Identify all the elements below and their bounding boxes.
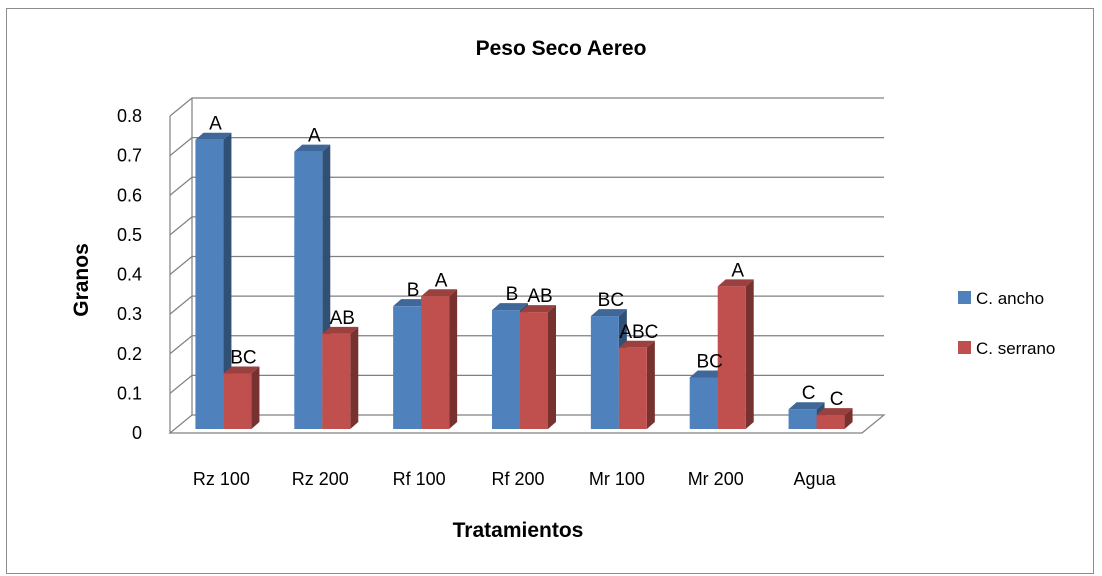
bar-top — [393, 299, 430, 307]
y-tick-label: 0.7 — [117, 146, 142, 166]
bar-c-ancho — [195, 139, 224, 430]
data-label: A — [209, 114, 222, 135]
x-tick-label: Rf 100 — [393, 469, 446, 489]
y-tick-label: 0.4 — [117, 265, 142, 285]
bar-top — [421, 289, 458, 297]
x-tick-label: Mr 200 — [688, 469, 744, 489]
legend: C. ancho C. serrano — [958, 289, 1055, 358]
bar-top — [223, 366, 260, 374]
bar-c-serrano — [421, 296, 450, 429]
y-tick-label: 0.2 — [117, 344, 142, 364]
y-tick-label: 0.1 — [117, 383, 142, 403]
bar-c-serrano — [717, 286, 746, 429]
bar-side — [350, 326, 359, 429]
bar-c-ancho — [788, 409, 817, 429]
bar-top — [492, 303, 528, 311]
y-tick-label: 0.6 — [117, 185, 142, 205]
data-label: A — [435, 270, 448, 291]
bar-side — [449, 289, 458, 429]
bar-top — [788, 402, 825, 410]
gridline — [169, 137, 884, 157]
data-label: B — [407, 280, 420, 301]
gridline — [169, 97, 884, 117]
y-tick-label: 0.3 — [117, 304, 142, 324]
bar-c-ancho — [689, 377, 718, 429]
gridline — [169, 216, 884, 236]
bar-top — [520, 305, 556, 313]
bar-top — [322, 326, 359, 334]
y-tick-label: 0.5 — [117, 225, 142, 245]
x-axis-title: Tratamientos — [453, 519, 584, 542]
data-label: AB — [330, 308, 355, 329]
gridline — [169, 176, 884, 196]
bar-side — [745, 279, 754, 429]
bar-c-serrano — [322, 333, 351, 429]
x-tick-label: Rz 200 — [292, 469, 349, 489]
data-label: BC — [697, 351, 723, 372]
x-tick-label: Rz 100 — [193, 469, 250, 489]
bar-c-serrano — [816, 415, 845, 429]
data-label: C — [802, 383, 816, 404]
y-axis-ticks: 0 0.1 0.2 0.3 0.4 0.5 0.6 0.7 0.8 — [117, 106, 142, 443]
data-label: BC — [598, 290, 624, 311]
bar-c-ancho — [492, 310, 520, 429]
data-label: AB — [527, 286, 552, 307]
bar-side — [223, 132, 232, 430]
bars — [195, 132, 853, 430]
bar-top — [195, 132, 232, 140]
bar-top — [717, 279, 754, 287]
legend-swatch-c-serrano — [958, 341, 971, 354]
y-tick-label: 0 — [132, 423, 142, 443]
data-label: B — [506, 284, 519, 305]
legend-label-c-ancho: C. ancho — [976, 289, 1044, 308]
bar-side — [646, 340, 655, 429]
y-tick-label: 0.8 — [117, 106, 142, 126]
bar-c-ancho — [590, 316, 619, 429]
x-tick-label: Rf 200 — [491, 469, 544, 489]
bar-c-serrano — [618, 347, 647, 429]
x-tick-label: Mr 100 — [589, 469, 645, 489]
bar-top — [689, 370, 726, 378]
data-label: A — [308, 126, 321, 147]
gridline — [169, 255, 884, 275]
bar-top — [590, 309, 627, 317]
legend-label-c-serrano: C. serrano — [976, 339, 1055, 358]
bar-c-ancho — [393, 306, 422, 429]
bar-side — [251, 366, 260, 429]
bar-c-serrano — [520, 312, 548, 429]
bar-top — [294, 144, 331, 152]
chart-title: Peso Seco Aereo — [476, 37, 647, 60]
bar-c-serrano — [223, 373, 252, 429]
legend-swatch-c-ancho — [958, 291, 971, 304]
bar-top — [618, 340, 655, 348]
data-label: C — [830, 389, 844, 410]
x-axis-ticks: Rz 100 Rz 200 Rf 100 Rf 200 Mr 100 Mr 200 Agua — [193, 469, 837, 489]
bar-side — [548, 305, 556, 429]
data-label: A — [731, 260, 744, 281]
data-label: ABC — [619, 322, 658, 343]
y-axis-title: Granos — [70, 243, 93, 317]
bar-side — [844, 408, 853, 429]
bar-c-ancho — [294, 151, 323, 429]
data-label: BC — [230, 348, 256, 369]
bar-top — [816, 408, 853, 416]
x-tick-label: Agua — [794, 469, 837, 489]
